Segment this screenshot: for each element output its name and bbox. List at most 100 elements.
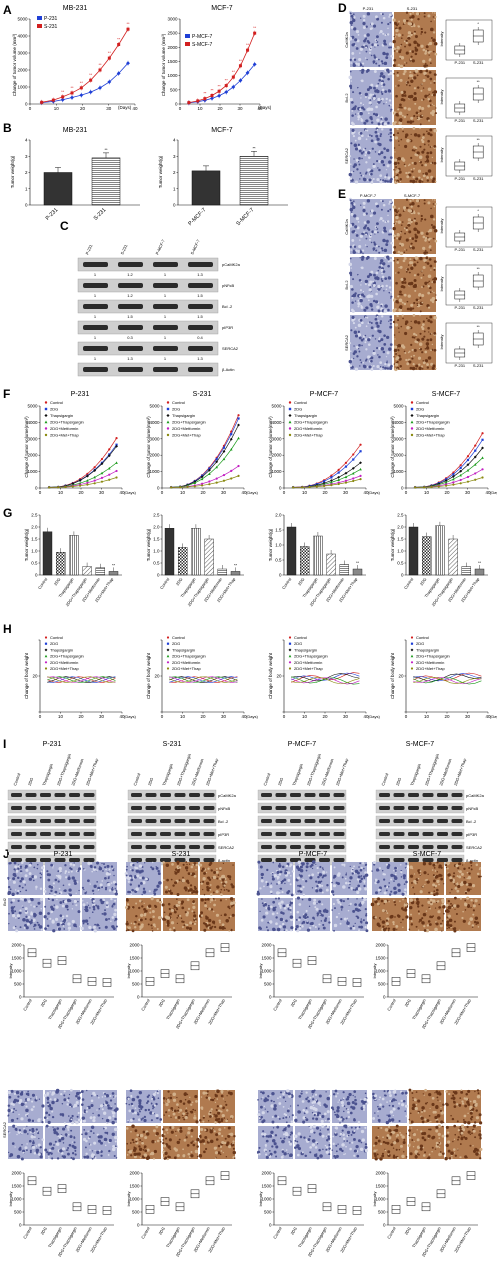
- blot-band: [189, 819, 200, 823]
- ihc-cell: [418, 106, 421, 110]
- ihc-cell: [360, 284, 362, 286]
- ihc-cell: [400, 45, 402, 47]
- ihc-cell: [393, 237, 396, 239]
- ihc-cell: [64, 899, 68, 904]
- ihc-cell: [378, 917, 381, 920]
- ihc-cell: [38, 1153, 41, 1156]
- ihc-cell: [403, 256, 407, 260]
- ihc-cell: [157, 1097, 160, 1100]
- ihc-cell: [62, 884, 65, 887]
- data-point: [481, 468, 484, 471]
- x-unit: (Days): [124, 490, 136, 495]
- category-label: 2DG: [289, 998, 297, 1008]
- ihc-cell: [404, 144, 408, 149]
- y-axis-label: Change of tumor volume(mm³): [390, 416, 395, 478]
- ihc-cell: [372, 283, 376, 288]
- ihc-cell: [374, 916, 377, 919]
- x-tick-label: 20: [200, 714, 206, 719]
- ihc-cell: [366, 316, 369, 319]
- ihc-cell: [466, 888, 471, 892]
- ihc-cell: [206, 898, 210, 901]
- ihc-cell: [426, 158, 429, 161]
- ihc-cell: [369, 93, 373, 97]
- ihc-cell: [463, 876, 466, 879]
- ihc-cell: [372, 365, 375, 368]
- legend-swatch-blue: [185, 34, 190, 38]
- ihc-cell: [388, 286, 392, 289]
- blot-band: [83, 325, 108, 330]
- data-point: [40, 100, 44, 104]
- ihc-cell: [17, 867, 20, 870]
- ihc-cell: [364, 129, 367, 132]
- ihc-cell: [37, 1132, 40, 1135]
- ihc-cell: [92, 900, 96, 903]
- ihc-cell: [406, 175, 410, 179]
- ihc-cell: [360, 97, 362, 99]
- ihc-cell: [381, 909, 385, 913]
- blot-row-label: SERCA2: [218, 845, 235, 850]
- ihc-cell: [275, 897, 277, 900]
- ihc-cell: [350, 358, 353, 361]
- ihc-cell: [72, 903, 74, 905]
- ihc-cell: [384, 175, 387, 179]
- ihc-cell: [377, 309, 381, 313]
- ihc-cell: [73, 862, 75, 864]
- ihc-cell: [283, 906, 287, 910]
- ihc-cell: [349, 257, 352, 260]
- ihc-cell: [389, 21, 392, 24]
- ihc-cell: [53, 893, 57, 897]
- data-point: [330, 476, 333, 479]
- ihc-cell: [104, 909, 106, 912]
- ihc-cell: [105, 1131, 108, 1134]
- ihc-cell: [138, 899, 142, 903]
- ihc-cell: [397, 84, 400, 87]
- ihc-cell: [371, 147, 374, 150]
- ihc-cell: [422, 48, 426, 52]
- ihc-cell: [411, 348, 414, 352]
- ihc-cell: [260, 879, 264, 883]
- ihc-cell: [405, 270, 408, 273]
- ihc-cell: [378, 251, 381, 254]
- ihc-cell: [104, 888, 108, 891]
- ihc-cell: [290, 926, 294, 930]
- ihc-cell: [476, 872, 480, 876]
- ihc-cell: [416, 86, 420, 89]
- ihc-cell: [360, 875, 363, 877]
- ihc-cell: [402, 23, 405, 25]
- ihc-cell: [424, 172, 429, 176]
- ihc-cell: [387, 176, 391, 180]
- blot-band: [40, 858, 51, 862]
- ihc-cell: [357, 34, 360, 36]
- box-x-label: S-231: [473, 305, 484, 310]
- blot-band: [304, 806, 316, 810]
- ihc-cell: [367, 343, 371, 346]
- ihc-cell: [435, 367, 437, 370]
- ihc-cell: [26, 1143, 28, 1145]
- ihc-cell: [223, 884, 226, 887]
- ihc-cell: [395, 166, 397, 168]
- ihc-cell: [432, 50, 435, 53]
- ihc-cell: [393, 72, 396, 75]
- ihc-cell: [195, 863, 199, 867]
- y-tick-label: 0: [137, 995, 140, 1000]
- blot-band: [11, 858, 22, 862]
- ihc-cell: [386, 367, 390, 370]
- blot-strip: [257, 815, 347, 827]
- ihc-cell: [458, 862, 462, 866]
- ihc-cell: [51, 919, 55, 923]
- ihc-cell: [48, 898, 50, 901]
- ihc-cell: [65, 914, 69, 918]
- ihc-cell: [319, 865, 322, 869]
- blot-band: [422, 806, 434, 810]
- ihc-cell: [351, 128, 355, 132]
- ihc-cell: [423, 335, 426, 338]
- ihc-cell: [400, 243, 405, 247]
- sig-mark: **: [477, 266, 481, 271]
- ihc-cell: [62, 1155, 66, 1159]
- legend-label: 2DG: [416, 407, 424, 412]
- ihc-cell: [372, 299, 376, 303]
- ihc-cell: [421, 293, 425, 298]
- ihc-cell: [440, 877, 444, 881]
